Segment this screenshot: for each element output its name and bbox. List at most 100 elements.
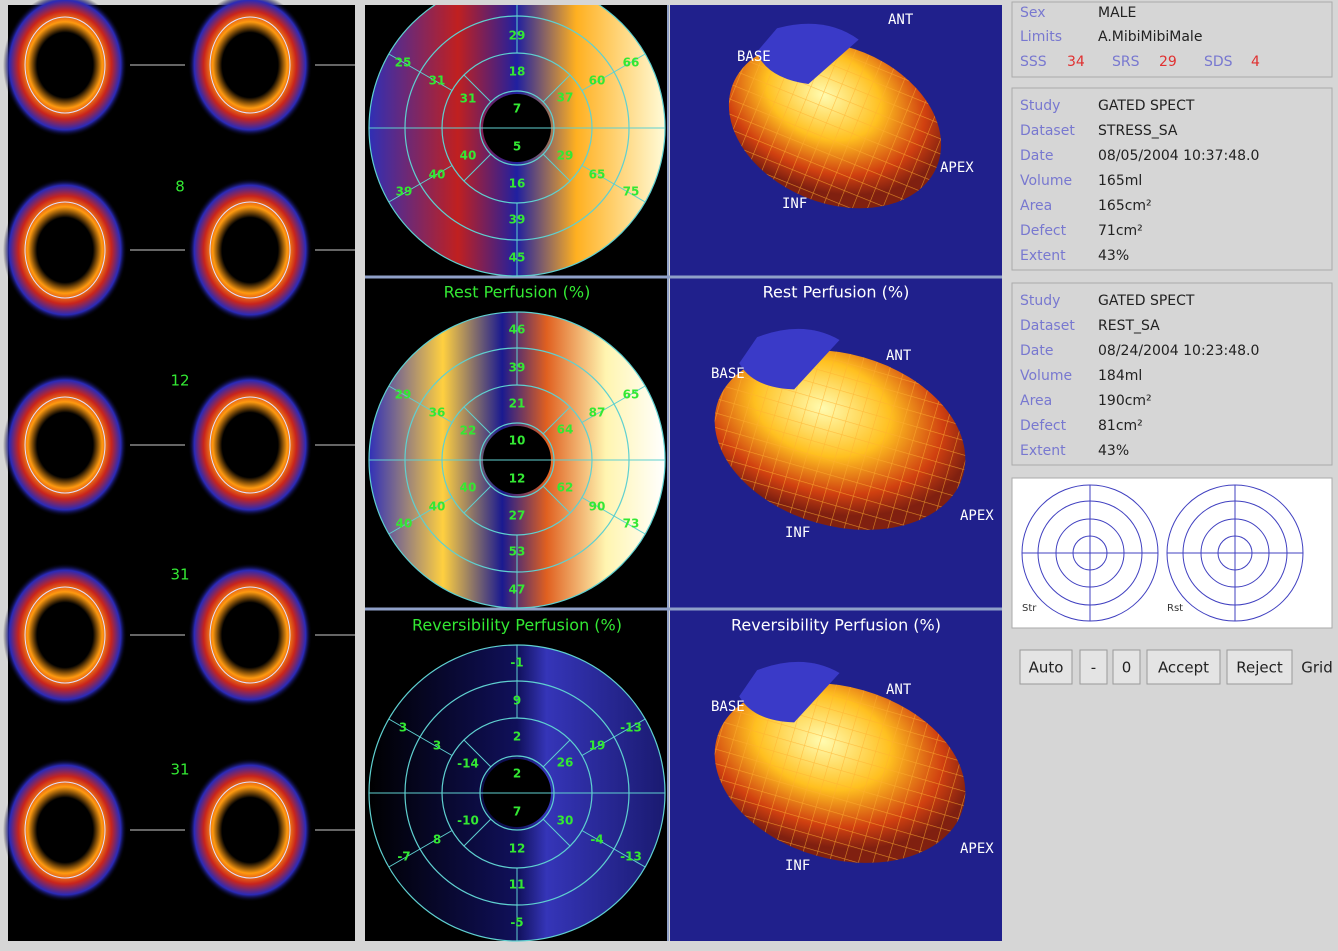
surface-label: INF: [785, 525, 810, 541]
surface-label: APEX: [960, 508, 994, 524]
button[interactable]: [1019, 649, 1073, 685]
slice-label: 12: [170, 372, 189, 390]
info-label: Extent: [1020, 248, 1066, 264]
button[interactable]: [1112, 649, 1141, 685]
surface-label: BASE: [737, 49, 771, 65]
score-value: 29: [1159, 54, 1177, 70]
polar-title: Rest Perfusion (%): [444, 283, 591, 302]
info-box: [1011, 282, 1333, 466]
info-label: Volume: [1020, 173, 1072, 189]
mesh: [714, 350, 966, 530]
score-label: SDS: [1204, 54, 1233, 70]
spoke: [542, 406, 571, 435]
defect: [739, 328, 840, 390]
polar-value: -4: [590, 833, 603, 847]
polar-value: 66: [623, 56, 640, 70]
spoke: [542, 818, 571, 847]
spoke: [542, 74, 571, 103]
spoke: [581, 830, 646, 868]
spoke: [388, 830, 453, 868]
surface-title: Reversibility Perfusion (%): [731, 616, 941, 635]
polar-value: 53: [509, 545, 526, 559]
button-label[interactable]: Auto: [1029, 659, 1064, 677]
info-value: 165cm²: [1098, 198, 1152, 214]
info-label: Dataset: [1020, 123, 1075, 139]
contour: [24, 201, 106, 299]
polar-value: 30: [557, 814, 574, 828]
slice-image: [3, 373, 127, 517]
polar-value: 29: [395, 388, 412, 402]
info-value: 43%: [1098, 443, 1129, 459]
button[interactable]: [1146, 649, 1221, 685]
polar-value: 39: [509, 213, 526, 227]
button-label[interactable]: 0: [1122, 659, 1132, 677]
polar-value: 64: [557, 423, 574, 437]
button-label[interactable]: Grid: [1301, 659, 1332, 677]
polar-value: 60: [589, 74, 606, 88]
contour: [24, 781, 106, 879]
defect: [756, 23, 859, 85]
info-value: A.MibiMibiMale: [1098, 29, 1202, 45]
info-value: 08/05/2004 10:37:48.0: [1098, 148, 1259, 164]
info-label: Volume: [1020, 368, 1072, 384]
info-value: GATED SPECT: [1098, 293, 1195, 309]
polar-value: 12: [509, 472, 526, 486]
polar-value: 45: [509, 251, 526, 265]
button-label[interactable]: Accept: [1158, 659, 1209, 677]
surface-label: INF: [785, 858, 810, 874]
button-label[interactable]: Reject: [1236, 659, 1283, 677]
button[interactable]: [1226, 649, 1293, 685]
polar-value: 10: [509, 434, 526, 448]
spoke: [542, 153, 571, 182]
spoke: [581, 53, 646, 91]
surface-label: BASE: [711, 699, 745, 715]
slice-image: [188, 758, 312, 902]
mesh: [728, 41, 942, 209]
polar-value: 21: [509, 397, 526, 411]
polar-value: 9: [513, 694, 521, 708]
spoke: [581, 718, 646, 756]
info-label: Area: [1020, 393, 1052, 409]
polar-value: 36: [429, 406, 446, 420]
polar-value: 19: [589, 739, 606, 753]
slice-image: [3, 178, 127, 322]
slice-label: 8: [175, 178, 185, 196]
slice-image: [3, 563, 127, 707]
surface-label: ANT: [886, 682, 912, 698]
polar-value: 27: [509, 509, 526, 523]
info-value: 165ml: [1098, 173, 1142, 189]
polar-value: 90: [589, 500, 606, 514]
info-label: Defect: [1020, 223, 1067, 239]
polar-value: 16: [509, 177, 526, 191]
info-value: 71cm²: [1098, 223, 1143, 239]
polar-value: 40: [429, 500, 446, 514]
polar-value: 29: [557, 149, 574, 163]
surface-label: ANT: [888, 12, 914, 28]
mini-map-label: Str: [1022, 603, 1037, 614]
polar-value: -5: [510, 916, 523, 930]
info-value: GATED SPECT: [1098, 98, 1195, 114]
polar-value: 7: [513, 805, 521, 819]
polar-value: 46: [509, 323, 526, 337]
polar-value: 65: [589, 168, 606, 182]
info-box: [1011, 87, 1333, 271]
score-value: 34: [1067, 54, 1085, 70]
polar-value: 31: [429, 74, 446, 88]
info-value: 43%: [1098, 248, 1129, 264]
polar-value: 37: [557, 91, 574, 105]
contour: [24, 16, 106, 114]
polar-value: 26: [557, 756, 574, 770]
polar-value: 12: [509, 842, 526, 856]
info-value: MALE: [1098, 5, 1136, 21]
polar-value: 40: [460, 149, 477, 163]
info-label: Extent: [1020, 443, 1066, 459]
spoke: [463, 406, 492, 435]
button[interactable]: [1079, 649, 1108, 685]
polar-value: 18: [509, 65, 526, 79]
info-box: [1011, 1, 1333, 78]
polar-value: 2: [513, 767, 521, 781]
button-label[interactable]: -: [1091, 659, 1096, 677]
spoke: [542, 485, 571, 514]
spoke: [463, 739, 492, 768]
